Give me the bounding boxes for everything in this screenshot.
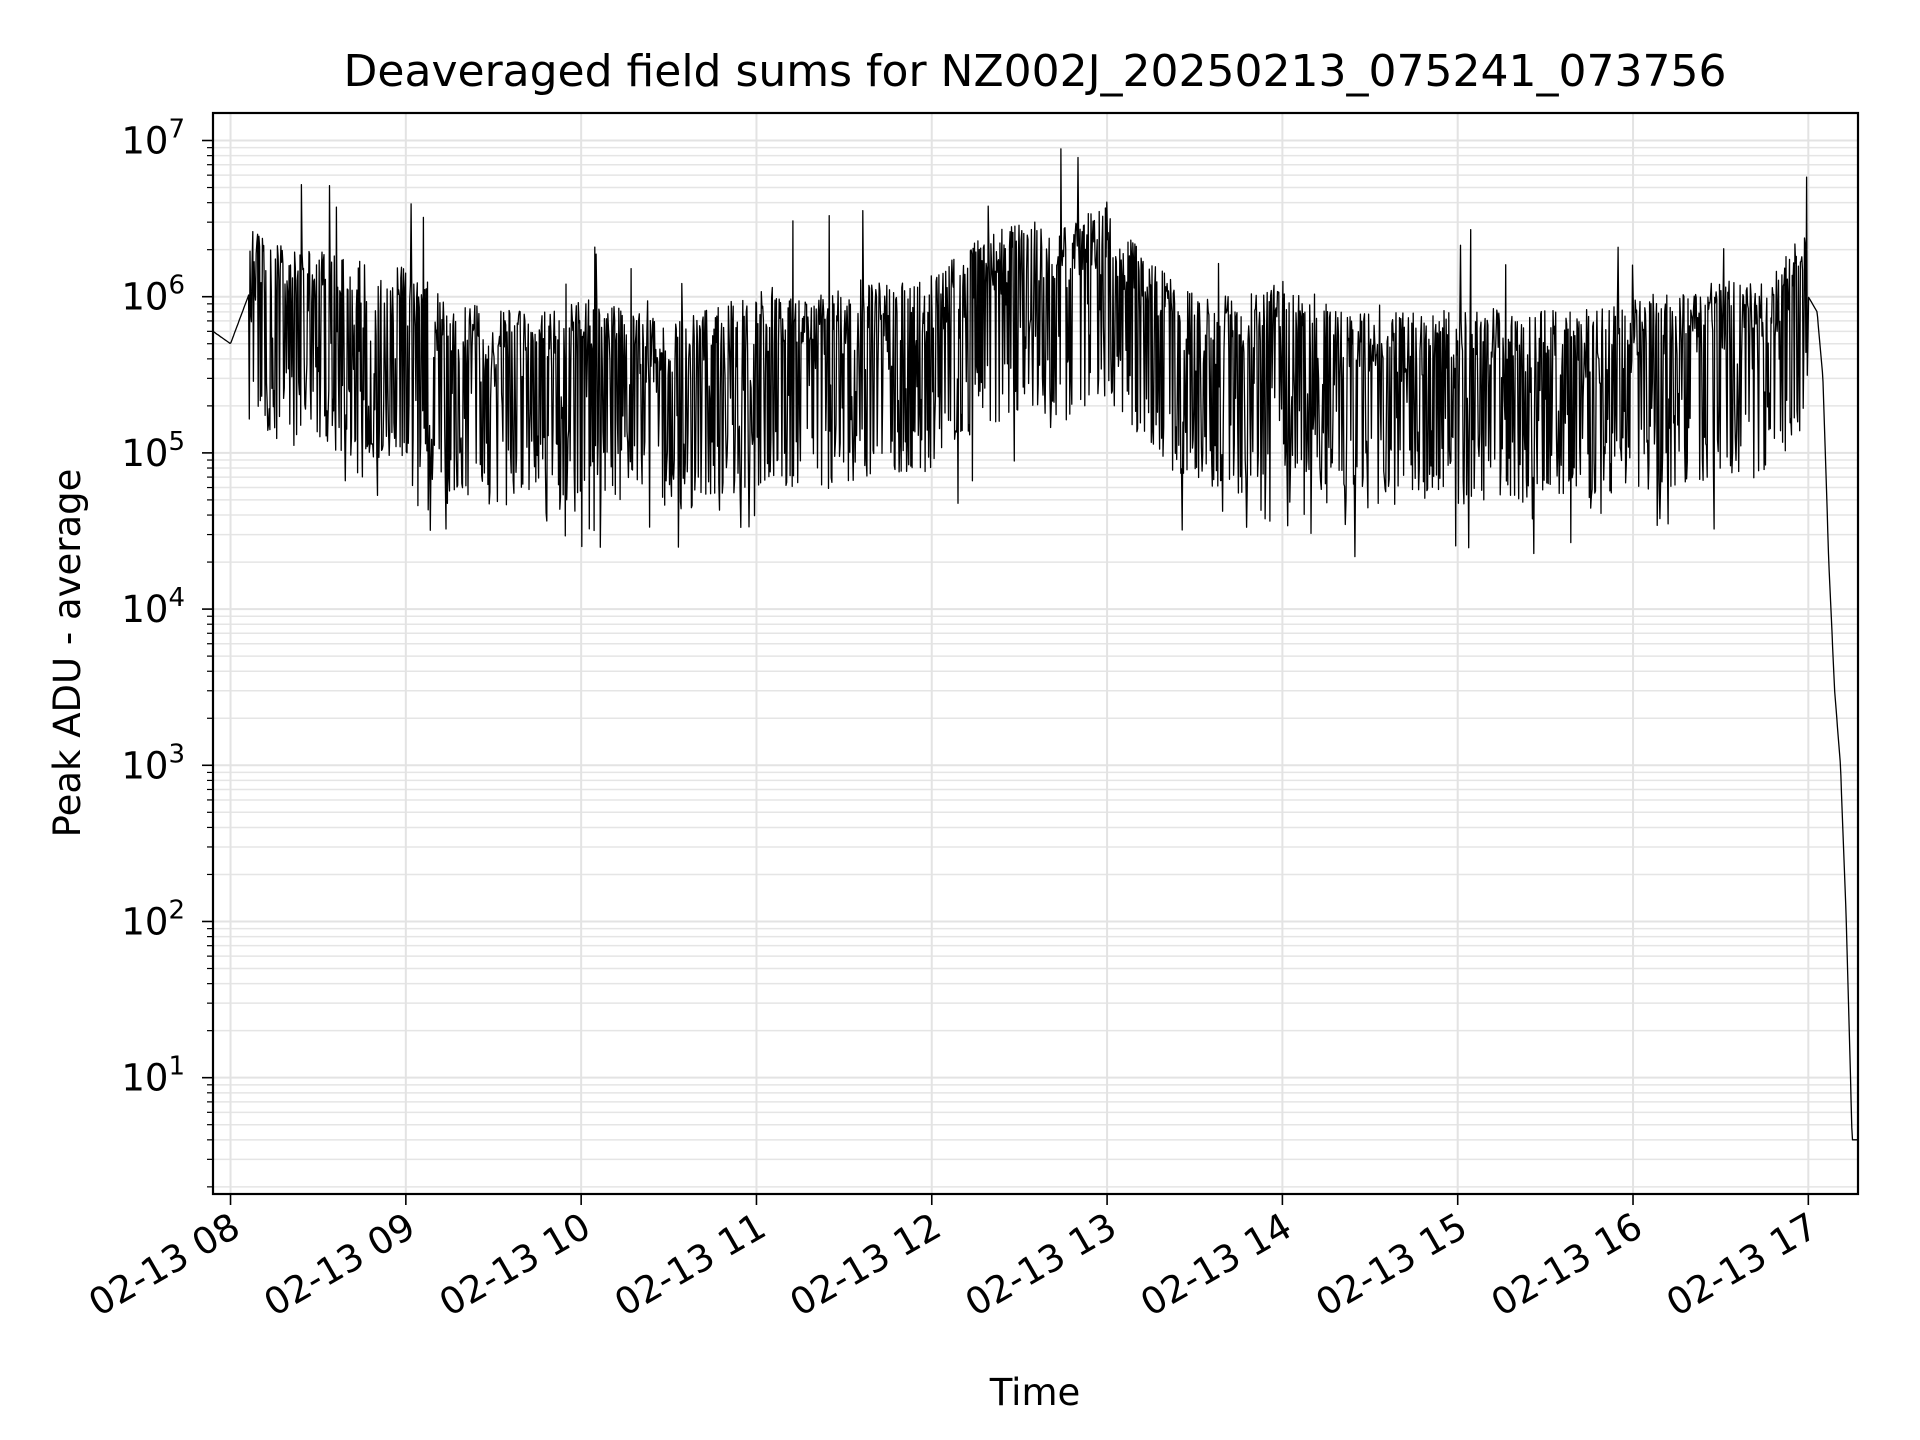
x-tick-label: 02-13 09 xyxy=(257,1205,423,1325)
x-tick-label: 02-13 15 xyxy=(1309,1205,1475,1325)
y-tick-label-base: 10 xyxy=(121,900,168,943)
x-tick-label: 02-13 08 xyxy=(81,1205,247,1325)
y-tick-label: 106 xyxy=(121,271,185,319)
x-tick-label: 02-13 16 xyxy=(1484,1205,1650,1325)
y-tick-label-exponent: 5 xyxy=(168,427,185,457)
y-tick-label-base: 10 xyxy=(121,1057,168,1100)
x-tick-label: 02-13 13 xyxy=(958,1205,1124,1325)
y-tick-label-base: 10 xyxy=(121,276,168,319)
y-tick-label-exponent: 2 xyxy=(168,895,185,925)
y-tick-label-exponent: 3 xyxy=(168,739,185,769)
y-tick-label-exponent: 4 xyxy=(168,583,185,613)
axis-ticks xyxy=(202,139,1810,1205)
y-tick-label-exponent: 6 xyxy=(168,271,185,301)
y-tick-label-base: 10 xyxy=(121,432,168,475)
plot-area xyxy=(212,148,1858,1141)
y-tick-label-base: 10 xyxy=(121,588,168,631)
y-tick-label: 101 xyxy=(121,1052,185,1100)
y-tick-label: 107 xyxy=(121,115,185,163)
series-line xyxy=(212,148,1858,1141)
y-tick-label: 104 xyxy=(121,583,185,631)
y-tick-label-exponent: 7 xyxy=(168,115,185,145)
x-tick-label: 02-13 12 xyxy=(783,1205,949,1325)
chart-title: Deaveraged field sums for NZ002J_2025021… xyxy=(344,46,1727,97)
y-tick-label: 103 xyxy=(121,739,185,787)
y-tick-label-base: 10 xyxy=(121,120,168,163)
plot-frame xyxy=(211,111,1860,1196)
x-axis-label: Time xyxy=(989,1371,1081,1414)
y-tick-label: 102 xyxy=(121,895,185,943)
x-tick-label: 02-13 10 xyxy=(432,1205,598,1325)
x-tick-label: 02-13 17 xyxy=(1659,1205,1825,1325)
x-axis-tick-labels: 02-13 08 02-13 09 02-13 10 02-13 11 02-13 12… xyxy=(81,1205,1824,1325)
y-tick-label-exponent: 1 xyxy=(168,1052,185,1082)
x-tick-label: 02-13 14 xyxy=(1133,1205,1299,1325)
x-tick-label: 02-13 11 xyxy=(607,1205,773,1325)
y-axis-label: Peak ADU - average xyxy=(46,469,89,838)
y-tick-label-base: 10 xyxy=(121,744,168,787)
y-tick-label: 105 xyxy=(121,427,185,475)
